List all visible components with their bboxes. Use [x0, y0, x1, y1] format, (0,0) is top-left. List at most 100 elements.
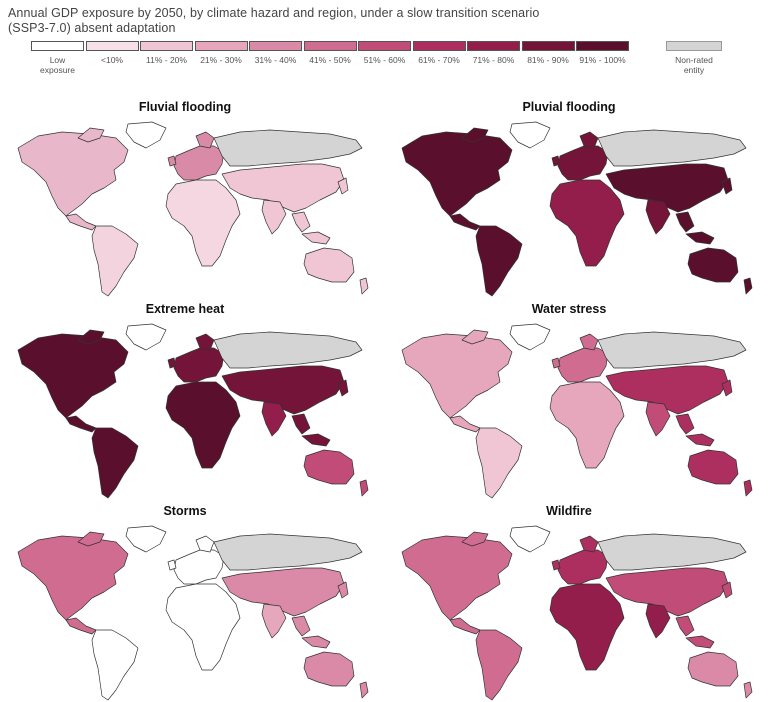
- asia-region: [221, 365, 345, 415]
- russia-region: [213, 331, 363, 369]
- central-america-region: [449, 213, 481, 231]
- europe-region: [557, 347, 609, 383]
- map-panel: Wildfire: [384, 504, 754, 701]
- legend-label: 21% - 30%: [200, 55, 242, 65]
- map-subtitle: Annual GDP exposure by 2050, by climate …: [8, 6, 608, 36]
- legend-label: 81% - 90%: [527, 55, 569, 65]
- legend-label: <10%: [101, 55, 123, 65]
- new-zealand-region: [743, 681, 753, 699]
- central-america-region: [65, 415, 97, 433]
- world-map: [17, 525, 369, 701]
- india-region: [645, 401, 671, 437]
- india-region: [261, 199, 287, 235]
- new-zealand-region: [743, 479, 753, 497]
- legend-item: <10%: [85, 41, 139, 65]
- asia-region: [605, 567, 729, 617]
- uk-region: [551, 155, 561, 167]
- legend-item: 81% - 90%: [521, 41, 575, 65]
- europe-region: [173, 347, 225, 383]
- africa-region: [165, 583, 241, 671]
- legend-item: 11% - 20%: [140, 41, 193, 65]
- scandinavia-region: [579, 535, 599, 553]
- europe-region: [173, 145, 225, 181]
- southeast-asia-region: [291, 211, 311, 233]
- asia-region: [605, 365, 729, 415]
- russia-region: [597, 129, 747, 167]
- legend-item: 61% - 70%: [412, 41, 466, 65]
- india-region: [645, 199, 671, 235]
- legend-swatch: [358, 41, 411, 51]
- legend-label: 51% - 60%: [363, 55, 406, 65]
- world-map: [17, 323, 369, 499]
- legend-swatch: [576, 41, 629, 51]
- scandinavia-region: [579, 333, 599, 351]
- japan-region: [721, 379, 733, 397]
- legend-label: Low exposure: [40, 55, 75, 75]
- north-america-region: [401, 333, 513, 419]
- map-panel: Water stress: [384, 302, 754, 499]
- panel-title: Water stress: [531, 302, 607, 316]
- panel-title: Storms: [163, 504, 207, 518]
- legend-item: 91% - 100%: [576, 41, 629, 65]
- panel-title: Wildfire: [546, 504, 592, 518]
- south-america-region: [475, 427, 523, 499]
- greenland-region: [125, 121, 167, 149]
- canadian-arctic-region: [77, 531, 105, 547]
- south-america-region: [475, 225, 523, 297]
- legend-item: 51% - 60%: [358, 41, 411, 65]
- australia-region: [687, 651, 739, 687]
- legend-item: 41% - 50%: [303, 41, 357, 65]
- north-america-region: [401, 131, 513, 217]
- southeast-asia-region: [291, 615, 311, 637]
- legend-label: 61% - 70%: [418, 55, 460, 65]
- australia-region: [303, 449, 355, 485]
- new-zealand-region: [743, 277, 753, 295]
- legend-item-nonrated: Non-rated entity: [666, 41, 722, 75]
- india-region: [261, 401, 287, 437]
- greenland-region: [509, 525, 551, 553]
- russia-region: [213, 129, 363, 167]
- canadian-arctic-region: [461, 531, 489, 547]
- legend-label: 11% - 20%: [146, 55, 187, 65]
- india-region: [261, 603, 287, 639]
- canadian-arctic-region: [461, 127, 489, 143]
- asia-region: [221, 567, 345, 617]
- legend-label: Non-rated entity: [675, 55, 713, 75]
- india-region: [645, 603, 671, 639]
- russia-region: [597, 331, 747, 369]
- central-america-region: [449, 617, 481, 635]
- legend-swatch: [303, 41, 357, 51]
- indonesia-region: [685, 433, 715, 447]
- panel-title: Fluvial flooding: [138, 100, 232, 114]
- south-america-region: [91, 225, 139, 297]
- map-panel: Fluvial flooding: [0, 100, 370, 297]
- scandinavia-region: [195, 535, 215, 553]
- map-panel: Extreme heat: [0, 302, 370, 499]
- uk-region: [551, 357, 561, 369]
- indonesia-region: [685, 231, 715, 245]
- south-america-region: [91, 427, 139, 499]
- north-america-region: [401, 535, 513, 621]
- russia-region: [597, 533, 747, 571]
- japan-region: [337, 379, 349, 397]
- southeast-asia-region: [675, 413, 695, 435]
- africa-region: [549, 381, 625, 469]
- africa-region: [165, 381, 241, 469]
- legend-label: 31% - 40%: [254, 55, 297, 65]
- legend-item: 71% - 80%: [467, 41, 520, 65]
- greenland-region: [509, 121, 551, 149]
- scandinavia-region: [195, 333, 215, 351]
- indonesia-region: [301, 433, 331, 447]
- japan-region: [337, 177, 349, 195]
- north-america-region: [17, 333, 129, 419]
- europe-region: [557, 145, 609, 181]
- australia-region: [303, 247, 355, 283]
- legend-label: 71% - 80%: [472, 55, 515, 65]
- legend-swatch: [140, 41, 193, 51]
- uk-region: [167, 155, 177, 167]
- central-america-region: [65, 213, 97, 231]
- canadian-arctic-region: [461, 329, 489, 345]
- legend-label: 41% - 50%: [309, 55, 351, 65]
- legend: Low exposure <10% 11% - 20% 21% - 30% 31% - …: [31, 41, 731, 81]
- uk-region: [167, 559, 177, 571]
